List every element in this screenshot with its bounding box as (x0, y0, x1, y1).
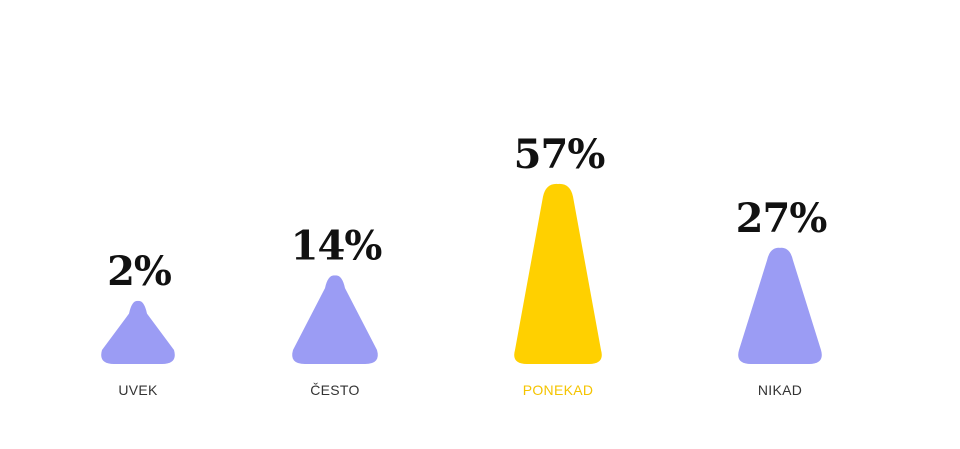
bar-group-uvek: 2% UVEK (101, 248, 175, 398)
bar-group-nikad: 27% NIKAD (736, 195, 829, 398)
value-label: 57% (514, 131, 606, 178)
category-label: ČESTO (310, 382, 359, 398)
bar-group-često: 14% ČESTO (291, 222, 384, 398)
category-label: PONEKAD (523, 382, 594, 398)
category-label: UVEK (118, 382, 158, 398)
value-label: 27% (736, 195, 828, 242)
bar-često (292, 275, 378, 364)
value-label: 14% (291, 222, 383, 269)
bar-ponekad (514, 183, 602, 364)
bar-nikad (738, 247, 822, 364)
category-label: NIKAD (758, 382, 802, 398)
bar-group-ponekad: 57% PONEKAD (514, 131, 607, 398)
bar-uvek (101, 300, 175, 364)
value-label: 2% (107, 248, 172, 295)
